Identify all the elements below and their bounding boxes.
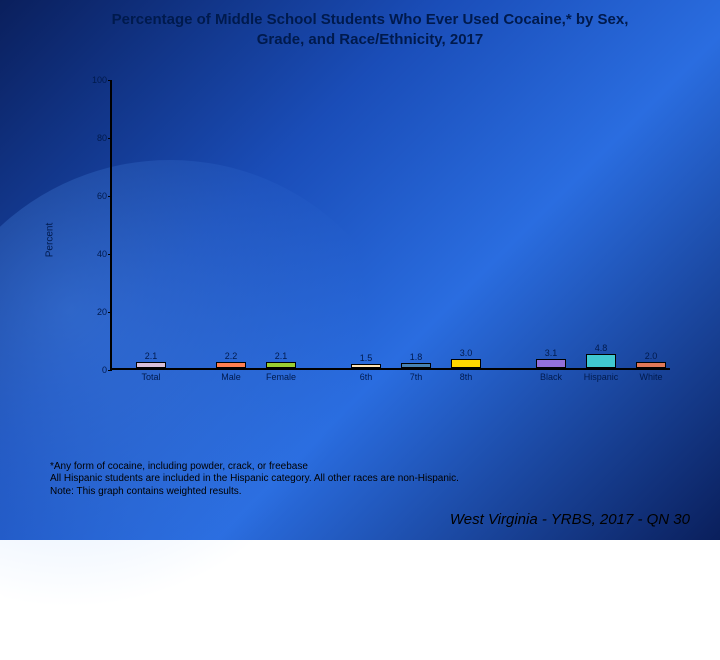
bar-value-label: 2.2 bbox=[217, 351, 245, 361]
ytick-mark bbox=[108, 196, 112, 197]
bar-value-label: 2.0 bbox=[637, 351, 665, 361]
ytick-mark bbox=[108, 138, 112, 139]
title-line-1: Percentage of Middle School Students Who… bbox=[60, 10, 680, 30]
bar: 3.0 bbox=[451, 359, 481, 368]
bar-value-label: 2.1 bbox=[137, 351, 165, 361]
chart-title: Percentage of Middle School Students Who… bbox=[60, 10, 680, 49]
plot-region: 0204060801002.1Total2.2Male2.1Female1.56… bbox=[110, 80, 670, 370]
ytick-label: 80 bbox=[82, 133, 107, 143]
source-citation: West Virginia - YRBS, 2017 - QN 30 bbox=[450, 511, 690, 528]
footnote-line-2: All Hispanic students are included in th… bbox=[50, 473, 680, 486]
ytick-label: 20 bbox=[82, 307, 107, 317]
bar-category-label: White bbox=[622, 372, 680, 382]
ytick-label: 0 bbox=[82, 365, 107, 375]
ytick-label: 100 bbox=[82, 75, 107, 85]
footnote-block: *Any form of cocaine, including powder, … bbox=[50, 461, 680, 499]
title-line-2: Grade, and Race/Ethnicity, 2017 bbox=[60, 30, 680, 50]
bar-category-label: Total bbox=[122, 372, 180, 382]
bar-value-label: 3.1 bbox=[537, 348, 565, 358]
bar-value-label: 4.8 bbox=[587, 343, 615, 353]
bar: 2.1 bbox=[136, 362, 166, 368]
bar-value-label: 2.1 bbox=[267, 351, 295, 361]
bar: 2.2 bbox=[216, 362, 246, 368]
ytick-mark bbox=[108, 80, 112, 81]
bar: 4.8 bbox=[586, 354, 616, 368]
bar-category-label: 8th bbox=[437, 372, 495, 382]
ytick-mark bbox=[108, 254, 112, 255]
bar: 2.1 bbox=[266, 362, 296, 368]
ytick-mark bbox=[108, 312, 112, 313]
y-axis-label: Percent bbox=[45, 223, 56, 257]
bar: 1.8 bbox=[401, 363, 431, 368]
bar-value-label: 3.0 bbox=[452, 348, 480, 358]
bar: 1.5 bbox=[351, 364, 381, 368]
bar: 3.1 bbox=[536, 359, 566, 368]
ytick-label: 40 bbox=[82, 249, 107, 259]
footnote-line-3: Note: This graph contains weighted resul… bbox=[50, 486, 680, 499]
bar: 2.0 bbox=[636, 362, 666, 368]
ytick-label: 60 bbox=[82, 191, 107, 201]
ytick-mark bbox=[108, 370, 112, 371]
bar-value-label: 1.5 bbox=[352, 353, 380, 363]
bar-value-label: 1.8 bbox=[402, 352, 430, 362]
chart-area: Percent 0204060801002.1Total2.2Male2.1Fe… bbox=[70, 70, 670, 410]
footnote-line-1: *Any form of cocaine, including powder, … bbox=[50, 461, 680, 474]
bar-category-label: Female bbox=[252, 372, 310, 382]
